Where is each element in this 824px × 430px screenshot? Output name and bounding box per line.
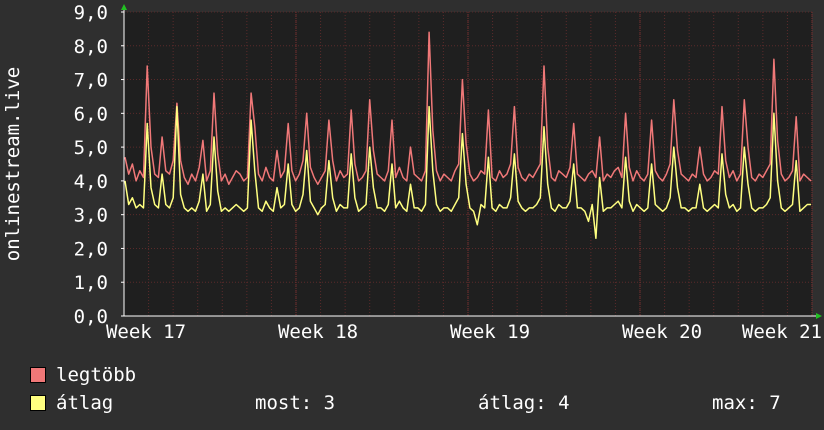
y-tick-label: 9,0 [74, 2, 108, 24]
stat-most: most: 3 [255, 392, 336, 414]
series-line-legtobb [124, 31, 812, 186]
y-axis-arrow-icon [121, 4, 127, 10]
y-axis-label: onlinestream.live [2, 67, 24, 261]
y-tick-label: 7,0 [74, 70, 108, 92]
y-tick-label: 3,0 [74, 205, 108, 227]
x-axis-arrow-icon [816, 313, 822, 319]
series-line-atlag [124, 105, 811, 240]
legend-label-legtobb: legtöbb [56, 364, 137, 386]
y-tick-label: 5,0 [74, 137, 108, 159]
stat-atlag: átlag: 4 [478, 392, 570, 414]
axes [121, 4, 822, 319]
chart: 0,01,02,03,04,05,06,07,08,09,0 Week 17 We… [2, 2, 822, 343]
legend-swatch-legtobb [30, 367, 46, 383]
legend-swatch-atlag [30, 395, 46, 411]
legend-item-legtobb: legtöbb [30, 364, 136, 386]
y-tick-label: 0,0 [74, 306, 108, 328]
series-area [124, 31, 812, 240]
legend-item-atlag: átlag [30, 392, 113, 414]
x-tick-label: Week 20 [622, 321, 702, 343]
y-tick-label: 6,0 [74, 103, 108, 125]
x-tick-label: Week 17 [106, 321, 186, 343]
y-tick-label: 2,0 [74, 238, 108, 260]
y-tick-labels: 0,0 1,0 2,0 3,0 4,0 5,0 6,0 7,0 8,0 9,0 [74, 2, 124, 328]
stat-max: max: 7 [712, 392, 781, 414]
x-tick-label: Week 21 [742, 321, 822, 343]
x-tick-labels: Week 17 Week 18 Week 19 Week 20 Week 21 [106, 321, 822, 343]
y-tick-label: 4,0 [74, 171, 108, 193]
x-tick-label: Week 18 [278, 321, 358, 343]
legend-label-atlag: átlag [56, 392, 114, 414]
y-tick-label: 8,0 [74, 36, 108, 58]
y-tick-label: 1,0 [74, 272, 108, 294]
x-tick-label: Week 19 [450, 321, 530, 343]
